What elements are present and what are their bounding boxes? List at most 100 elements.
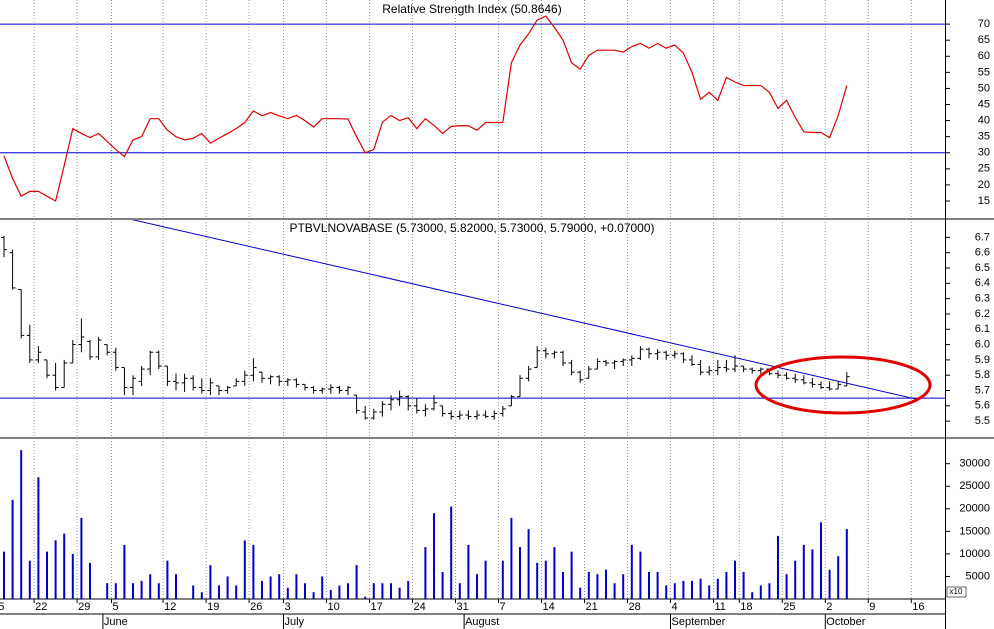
month-label: August <box>465 616 499 628</box>
x-tick-label: 18 <box>740 601 752 613</box>
month-label: October <box>826 616 865 628</box>
volume-bar <box>759 585 762 599</box>
volume-bar <box>673 583 676 599</box>
y-tick-label: 10000 <box>959 548 990 560</box>
volume-bar <box>80 517 83 599</box>
x-tick-label: 15 <box>0 601 4 613</box>
volume-bar <box>433 513 435 599</box>
month-label: July <box>285 616 305 628</box>
volume-bar <box>716 578 719 599</box>
x-tick-label: 21 <box>586 601 598 613</box>
volume-bar <box>802 544 805 599</box>
volume-bar <box>149 574 152 599</box>
x-tick-label: 22 <box>35 601 47 613</box>
volume-bar <box>355 565 358 599</box>
price-title: PTBVLNOVABASE (5.73000, 5.82000, 5.73000… <box>289 221 654 235</box>
volume-unit: x10 <box>950 587 963 596</box>
x-tick-label: 16 <box>912 601 924 613</box>
y-tick-label: 5.8 <box>975 369 990 381</box>
volume-bar <box>777 535 779 599</box>
x-tick-label: 17 <box>371 601 383 613</box>
y-tick-label: 6.6 <box>975 247 990 259</box>
y-tick-label: 15000 <box>959 525 990 537</box>
volume-bar <box>708 585 711 599</box>
volume-bar <box>407 580 410 599</box>
x-tick-label: 11 <box>715 601 726 613</box>
volume-bar <box>295 574 298 599</box>
volume-bar <box>648 571 650 599</box>
x-tick-label: 25 <box>783 601 795 613</box>
volume-bar <box>37 477 40 599</box>
rsi-title: Relative Strength Index (50.8646) <box>382 2 561 16</box>
volume-bar <box>209 565 212 599</box>
month-label: June <box>104 616 128 628</box>
volume-bar <box>89 562 91 599</box>
volume-bar <box>140 580 143 599</box>
y-tick-label: 6.5 <box>975 262 990 274</box>
y-tick-label: 6.1 <box>975 323 990 335</box>
volume-bar <box>441 571 444 599</box>
volume-bar <box>785 574 788 599</box>
volume-bar <box>71 553 74 599</box>
y-tick-label: 6.4 <box>975 277 990 289</box>
volume-bar <box>364 596 367 599</box>
volume-bar <box>725 571 728 599</box>
x-tick-label: 24 <box>414 601 426 613</box>
y-tick-label: 45 <box>978 98 990 110</box>
volume-bar <box>501 560 504 599</box>
volume-bar <box>226 576 229 599</box>
volume-bar <box>768 583 771 599</box>
volume-bar <box>510 517 513 599</box>
volume-bar <box>553 547 556 599</box>
volume-bar <box>63 533 66 599</box>
volume-bar <box>820 522 822 599</box>
volume-bar <box>665 585 668 599</box>
volume-bar <box>622 574 625 599</box>
volume-bar <box>166 560 169 599</box>
volume-bar <box>329 589 332 599</box>
volume-bar <box>3 551 5 599</box>
volume-bar <box>536 562 539 599</box>
y-tick-label: 35 <box>978 131 990 143</box>
volume-bar <box>20 450 23 599</box>
x-tick-label: 2 <box>826 601 832 613</box>
volume-bar <box>286 587 289 599</box>
volume-bar <box>811 549 814 599</box>
y-tick-label: 5.9 <box>975 354 990 366</box>
volume-bar <box>46 551 48 599</box>
volume-bar <box>252 544 255 599</box>
volume-bar <box>845 529 848 599</box>
unit-box <box>946 586 967 598</box>
volume-bar <box>11 499 14 599</box>
volume-bar <box>476 574 478 599</box>
volume-bar <box>278 574 281 599</box>
volume-bar <box>742 571 745 599</box>
volume-bar <box>682 580 685 599</box>
volume-bar <box>579 587 582 599</box>
volume-bar <box>28 560 31 599</box>
y-tick-label: 60 <box>978 50 990 62</box>
y-tick-label: 50 <box>978 82 990 94</box>
volume-bar <box>106 583 109 599</box>
volume-bar <box>794 560 797 599</box>
volume-bar <box>527 529 530 599</box>
volume-bar <box>235 585 238 599</box>
volume-bar <box>269 576 272 599</box>
volume-bar <box>458 583 461 599</box>
volume-bar <box>519 547 521 599</box>
rsi-line <box>3 15 848 202</box>
volume-bar <box>123 544 126 599</box>
volume-bar <box>828 569 831 599</box>
volume-bar <box>450 506 453 599</box>
volume-bar <box>605 569 607 599</box>
volume-bar <box>613 583 616 599</box>
x-tick-label: 31 <box>457 601 469 613</box>
volume-bar <box>114 583 117 599</box>
y-tick-label: 5.6 <box>975 400 990 412</box>
y-tick-label: 30 <box>978 147 990 159</box>
volume-bar <box>347 583 349 599</box>
volume-bar <box>372 583 375 599</box>
y-tick-label: 6.7 <box>975 231 990 243</box>
